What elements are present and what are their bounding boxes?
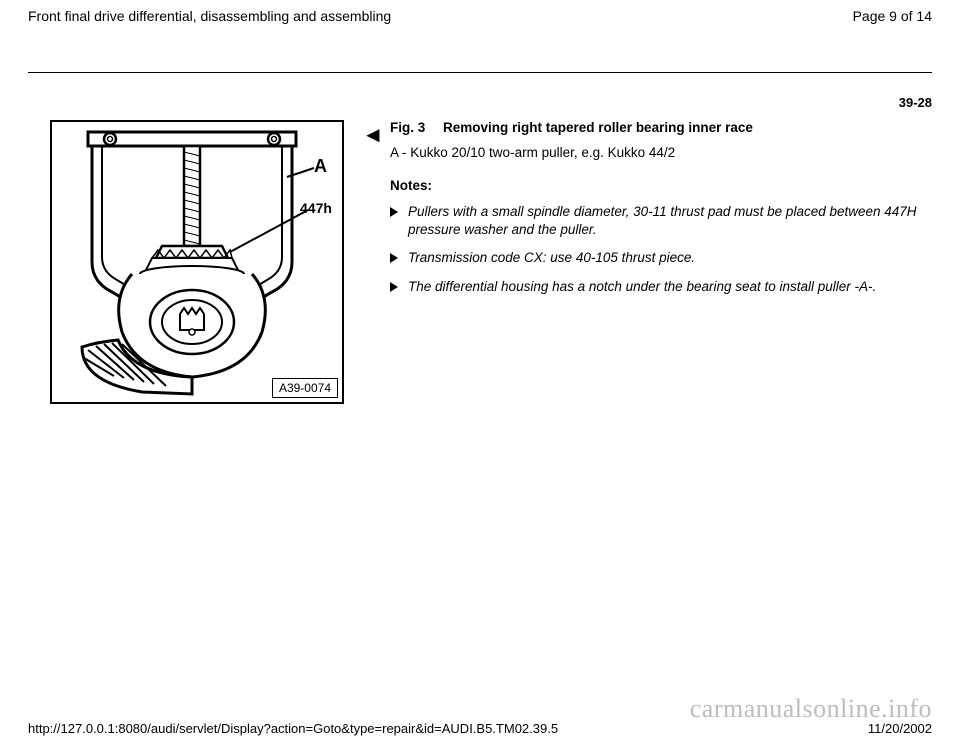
section-number: 39-28	[899, 95, 932, 110]
note-item: Transmission code CX: use 40-105 thrust …	[390, 249, 932, 267]
manual-page: Front final drive differential, disassem…	[0, 0, 960, 742]
page-header: Front final drive differential, disassem…	[28, 8, 932, 24]
footer-url: http://127.0.0.1:8080/audi/servlet/Displ…	[28, 721, 558, 736]
header-divider	[28, 72, 932, 73]
figure-diagram-box: A 447h A39-0074	[50, 120, 344, 404]
figure-title-line: Fig. 3 Removing right tapered roller bea…	[390, 120, 932, 135]
figure-number: Fig. 3	[390, 120, 425, 135]
page-footer: http://127.0.0.1:8080/audi/servlet/Displ…	[28, 721, 932, 736]
header-page-label: Page 9 of 14	[853, 8, 932, 24]
content-area: A 447h A39-0074 ◄ Fig. 3 Removing right …	[50, 120, 932, 404]
pointer-arrow: ◄	[362, 120, 390, 148]
header-title: Front final drive differential, disassem…	[28, 8, 391, 24]
notes-list: Pullers with a small spindle diameter, 3…	[390, 203, 932, 296]
diagram-id-box: A39-0074	[272, 378, 338, 398]
notes-heading: Notes:	[390, 178, 932, 193]
footer-date: 11/20/2002	[868, 721, 932, 736]
diagram-svg	[52, 122, 342, 402]
figure-row: A 447h A39-0074 ◄ Fig. 3 Removing right …	[50, 120, 932, 404]
watermark-text: carmanualsonline.info	[690, 694, 932, 724]
figure-text-column: Fig. 3 Removing right tapered roller bea…	[390, 120, 932, 306]
figure-subline: A - Kukko 20/10 two-arm puller, e.g. Kuk…	[390, 145, 932, 160]
callout-label-a: A	[314, 156, 327, 177]
callout-label-447h: 447h	[300, 200, 332, 216]
note-item: Pullers with a small spindle diameter, 3…	[390, 203, 932, 239]
figure-title: Removing right tapered roller bearing in…	[443, 120, 753, 135]
note-item: The differential housing has a notch und…	[390, 278, 932, 296]
